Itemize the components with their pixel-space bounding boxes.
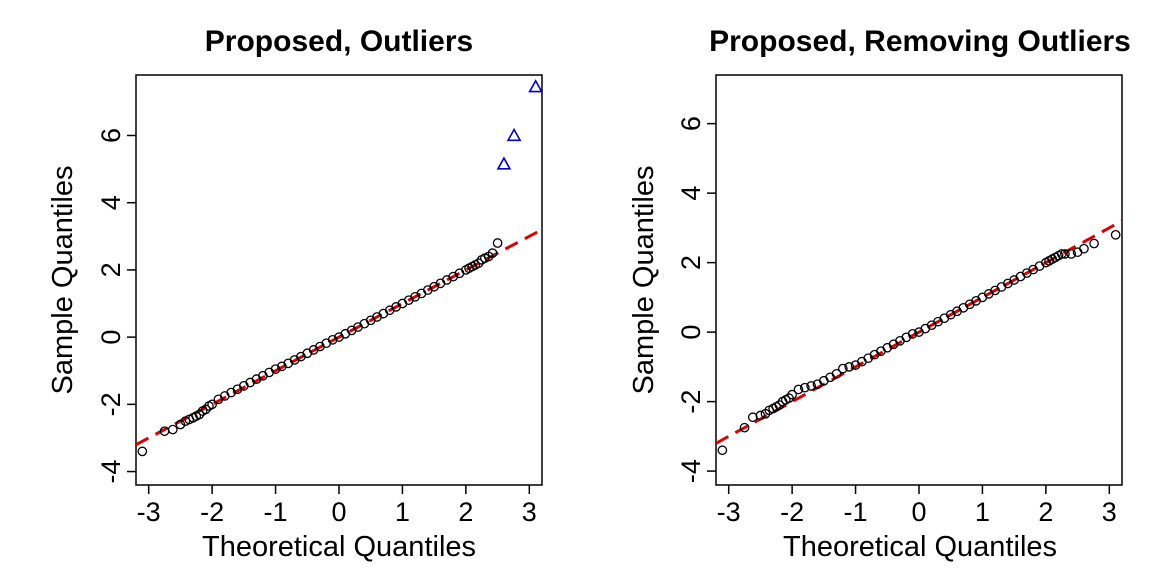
x-tick-label: 3 xyxy=(1102,497,1117,527)
sample-point xyxy=(137,446,148,457)
sample-point xyxy=(167,424,178,435)
y-tick-label: 6 xyxy=(676,116,706,131)
points-group xyxy=(717,229,1121,456)
sample-point xyxy=(1110,229,1121,240)
x-tick-label: -1 xyxy=(264,497,288,527)
sample-point xyxy=(717,445,728,456)
sample-point xyxy=(1079,243,1089,254)
sample-point xyxy=(473,258,484,269)
plot-frame xyxy=(135,74,543,486)
x-tick-label: 2 xyxy=(1038,497,1053,527)
sample-point xyxy=(207,399,217,410)
qq-panel-removing-outliers: Proposed, Removing Outliers Theoretical … xyxy=(628,25,1131,563)
y-axis: -4 -2 0 2 4 6 xyxy=(676,116,716,483)
y-tick-label: -2 xyxy=(96,392,126,416)
x-tick-label: 1 xyxy=(395,497,410,527)
sample-point xyxy=(920,323,931,334)
outlier-point xyxy=(496,156,512,170)
sample-point xyxy=(270,364,281,374)
sample-point xyxy=(200,404,211,415)
y-tick-label: -4 xyxy=(96,460,126,484)
sample-point xyxy=(806,381,817,391)
x-tick-label: 0 xyxy=(911,497,926,527)
plot-frame xyxy=(715,74,1123,486)
sample-point xyxy=(793,384,804,395)
x-tick-label: -2 xyxy=(200,497,224,527)
sample-point xyxy=(487,248,498,258)
points-group xyxy=(137,79,544,457)
y-tick-label: 2 xyxy=(96,262,126,277)
x-axis: -3 -2 -1 0 1 2 3 xyxy=(717,485,1117,527)
sample-point xyxy=(175,419,186,430)
sample-point xyxy=(194,409,205,420)
sample-point xyxy=(958,302,969,313)
sample-point xyxy=(1089,238,1099,249)
outlier-point xyxy=(528,79,544,93)
sample-point xyxy=(1056,249,1067,259)
sample-point xyxy=(755,410,766,421)
sample-point xyxy=(787,389,797,400)
qq-panel-outliers: Proposed, Outliers Theoretical Quantiles… xyxy=(47,25,544,563)
x-tick-label: 1 xyxy=(975,497,990,527)
x-tick-label: -2 xyxy=(780,497,804,527)
x-tick-label: 3 xyxy=(522,497,537,527)
x-axis-label: Theoretical Quantiles xyxy=(202,531,476,563)
sample-point xyxy=(838,363,848,374)
y-tick-label: 2 xyxy=(676,255,706,270)
sample-point xyxy=(1015,271,1026,282)
x-axis-label: Theoretical Quantiles xyxy=(783,531,1057,563)
sample-point xyxy=(907,329,918,339)
x-tick-label: 0 xyxy=(331,497,346,527)
y-tick-label: 0 xyxy=(96,330,126,345)
x-tick-label: -3 xyxy=(717,497,741,527)
y-axis: -4 -2 0 2 4 6 xyxy=(96,128,136,484)
y-tick-label: 0 xyxy=(676,325,706,340)
x-tick-label: -1 xyxy=(844,497,868,527)
sample-point xyxy=(831,368,842,379)
y-tick-label: -4 xyxy=(676,459,706,483)
y-axis-label: Sample Quantiles xyxy=(47,166,79,395)
y-tick-label: 6 xyxy=(96,128,126,143)
sample-point xyxy=(844,362,855,372)
sample-point xyxy=(327,334,338,345)
y-tick-label: 4 xyxy=(676,186,706,201)
sample-point xyxy=(1066,249,1077,259)
sample-point xyxy=(739,422,750,433)
chart-title: Proposed, Outliers xyxy=(205,25,473,58)
sample-point xyxy=(825,372,836,383)
y-axis-label: Sample Quantiles xyxy=(628,166,660,395)
sample-point xyxy=(277,361,287,372)
y-tick-label: 4 xyxy=(96,195,126,210)
sample-point xyxy=(977,292,988,303)
sample-point xyxy=(1060,249,1070,259)
chart-title: Proposed, Removing Outliers xyxy=(709,25,1131,58)
x-tick-label: 2 xyxy=(458,497,473,527)
outlier-point xyxy=(506,127,522,142)
y-tick-label: -2 xyxy=(676,390,706,414)
sample-point xyxy=(799,382,810,393)
sample-point xyxy=(492,238,503,248)
x-tick-label: -3 xyxy=(137,497,161,527)
x-axis: -3 -2 -1 0 1 2 3 xyxy=(137,485,537,527)
